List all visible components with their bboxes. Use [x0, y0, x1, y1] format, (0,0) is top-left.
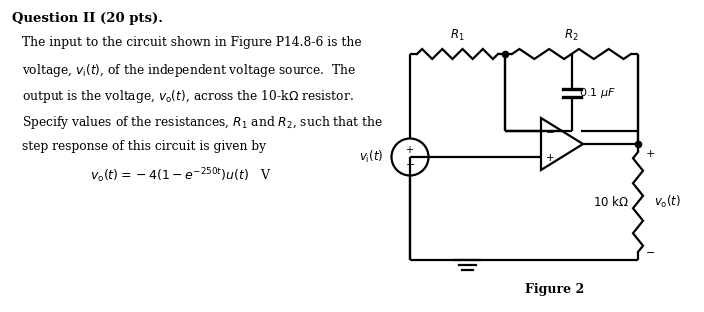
Text: $R_2$: $R_2$ — [564, 28, 579, 43]
Text: The input to the circuit shown in Figure P14.8-6 is the: The input to the circuit shown in Figure… — [22, 36, 362, 49]
Text: step response of this circuit is given by: step response of this circuit is given b… — [22, 140, 266, 153]
Text: Specify values of the resistances, $R_1$ and $R_2$, such that the: Specify values of the resistances, $R_1$… — [22, 114, 383, 131]
Text: $+$: $+$ — [406, 144, 415, 155]
Text: $v_{\rm o}(t)$: $v_{\rm o}(t)$ — [654, 194, 681, 210]
Text: $v_{\rm i}(t)$: $v_{\rm i}(t)$ — [358, 149, 383, 165]
Text: Question II (20 pts).: Question II (20 pts). — [12, 12, 163, 25]
Text: $v_{\rm o}(t) = -4(1 - e^{-250t})u(t)$   V: $v_{\rm o}(t) = -4(1 - e^{-250t})u(t)$ V — [90, 166, 271, 185]
Text: $+$: $+$ — [545, 152, 555, 163]
Text: $-$: $-$ — [645, 246, 655, 256]
Text: $+$: $+$ — [645, 148, 655, 159]
Text: $-$: $-$ — [405, 158, 415, 168]
Text: Figure 2: Figure 2 — [525, 283, 584, 296]
Text: $0.1\ \mu F$: $0.1\ \mu F$ — [579, 85, 615, 100]
Text: voltage, $v_{\rm i}(t)$, of the independent voltage source.  The: voltage, $v_{\rm i}(t)$, of the independ… — [22, 62, 356, 79]
Text: $-$: $-$ — [545, 126, 555, 135]
Text: $R_1$: $R_1$ — [450, 28, 465, 43]
Text: $10\ \rm{k}\Omega$: $10\ \rm{k}\Omega$ — [593, 195, 629, 209]
Text: output is the voltage, $v_{\rm o}(t)$, across the 10-k$\Omega$ resistor.: output is the voltage, $v_{\rm o}(t)$, a… — [22, 88, 354, 105]
